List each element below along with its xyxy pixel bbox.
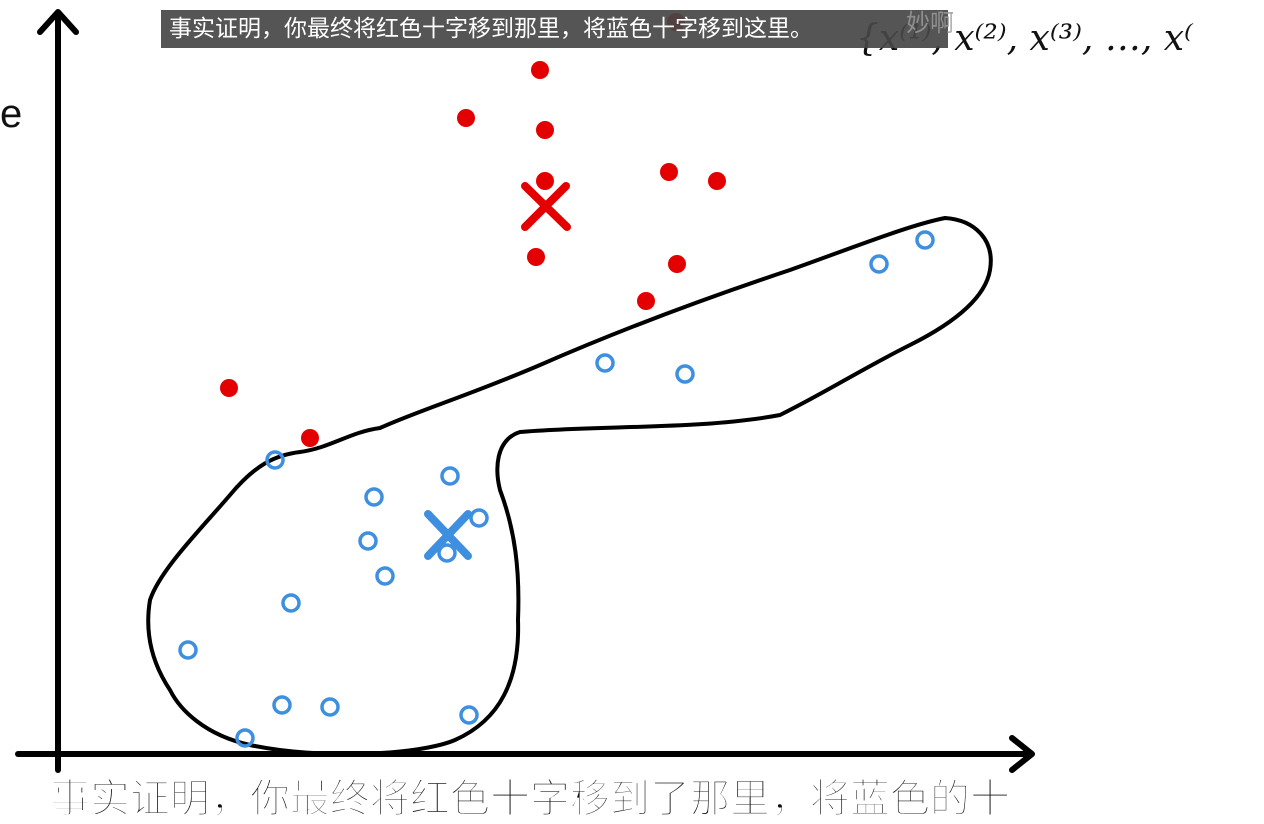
red-point bbox=[660, 163, 678, 181]
danmaku-comment: 妙啊 bbox=[906, 9, 954, 37]
red-point bbox=[457, 109, 475, 127]
red-point bbox=[536, 172, 554, 190]
blue-point bbox=[375, 566, 395, 586]
blue-point bbox=[915, 230, 935, 250]
blue-point bbox=[595, 353, 615, 373]
blue-point bbox=[364, 487, 384, 507]
blue-point bbox=[265, 450, 285, 470]
red-point bbox=[527, 248, 545, 266]
blue-point bbox=[440, 466, 460, 486]
kmeans-plot bbox=[15, 9, 1035, 773]
y-axis-arrow-icon bbox=[37, 9, 79, 35]
video-frame: e {x⁽¹⁾, x⁽²⁾, x⁽³⁾, …, x⁽ 事实证明，你最终将红色十字… bbox=[0, 9, 1193, 823]
red-point bbox=[301, 429, 319, 447]
blue-point bbox=[675, 364, 695, 384]
blue-point bbox=[358, 531, 378, 551]
red-point bbox=[220, 379, 238, 397]
blue-points bbox=[178, 230, 935, 748]
cluster-boundary bbox=[146, 216, 993, 757]
blue-point bbox=[459, 705, 479, 725]
blue-point bbox=[272, 695, 292, 715]
red-point bbox=[531, 61, 549, 79]
red-point bbox=[637, 292, 655, 310]
red-points bbox=[220, 13, 726, 447]
red-centroid-cross bbox=[521, 182, 571, 231]
blue-point bbox=[469, 508, 489, 528]
blue-point bbox=[178, 640, 198, 660]
blue-point bbox=[281, 593, 301, 613]
red-point bbox=[536, 121, 554, 139]
subtitle-overlay: 事实证明，你最终将红色十字移到那里，将蓝色十字移到这里。 bbox=[161, 10, 948, 48]
blue-point bbox=[235, 728, 255, 748]
blue-point bbox=[437, 543, 457, 563]
subtitle-bottom: 事实证明，你最终将红色十字移到了那里，将蓝色的十 bbox=[50, 776, 1011, 823]
blue-point bbox=[869, 254, 889, 274]
x-axis-arrow-icon bbox=[1009, 735, 1035, 773]
blue-centroid-cross bbox=[424, 510, 472, 560]
blue-point bbox=[320, 697, 340, 717]
axis-letter: e bbox=[0, 92, 23, 136]
red-point bbox=[668, 255, 686, 273]
red-point bbox=[708, 172, 726, 190]
